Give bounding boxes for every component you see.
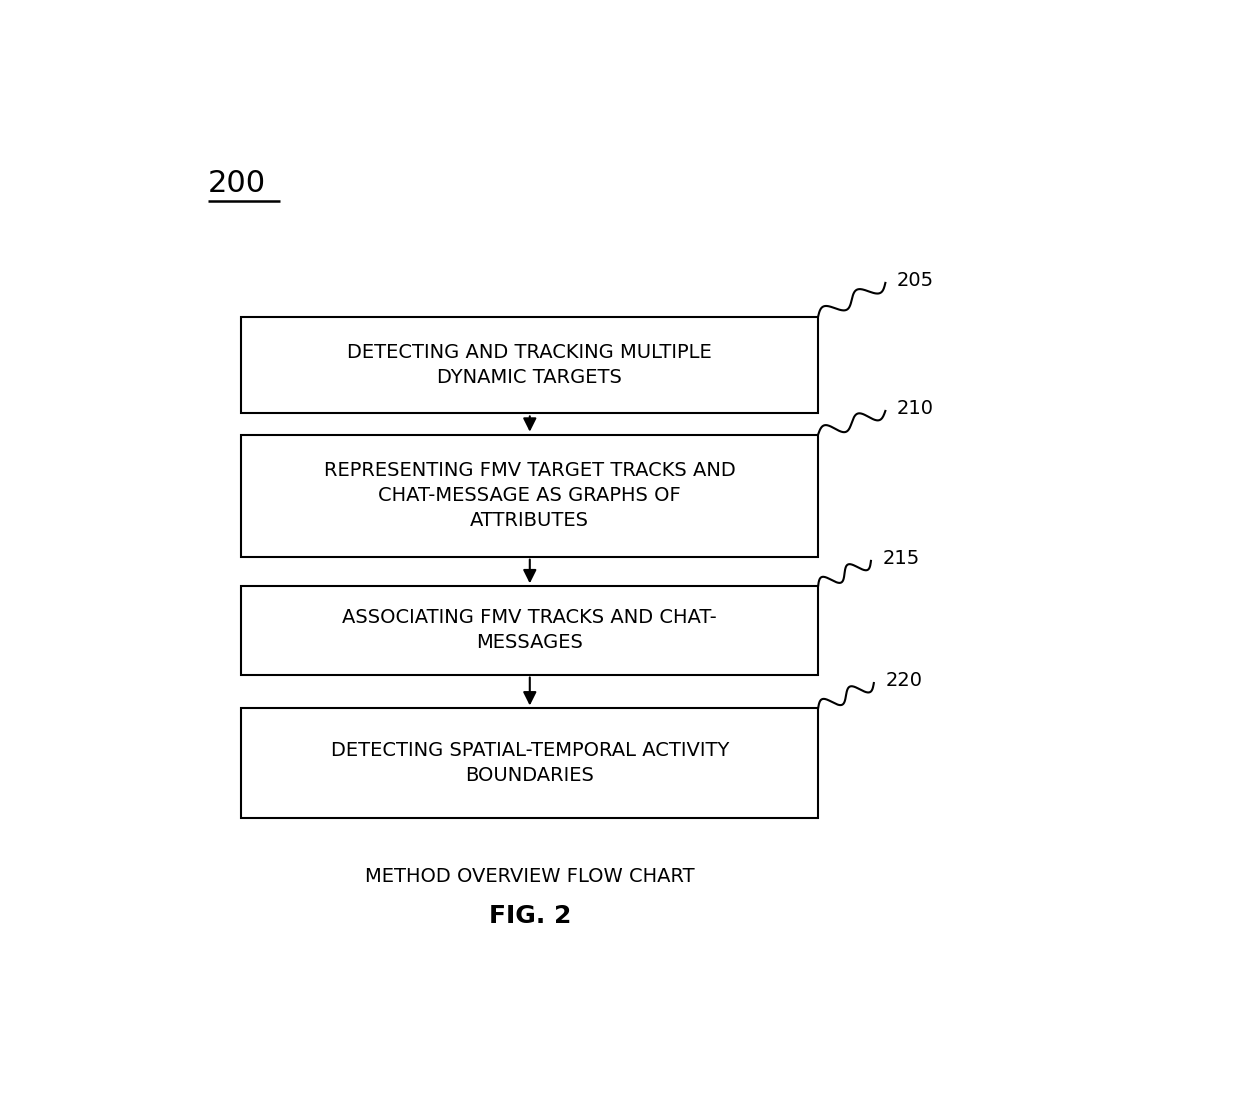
Text: 220: 220 — [885, 671, 923, 690]
Text: 210: 210 — [897, 399, 934, 418]
Text: 200: 200 — [208, 170, 267, 198]
Bar — [242, 708, 818, 818]
Bar — [242, 586, 818, 675]
Text: METHOD OVERVIEW FLOW CHART: METHOD OVERVIEW FLOW CHART — [365, 868, 694, 886]
Bar — [242, 316, 818, 414]
Text: DETECTING SPATIAL-TEMPORAL ACTIVITY
BOUNDARIES: DETECTING SPATIAL-TEMPORAL ACTIVITY BOUN… — [331, 741, 729, 785]
Text: ASSOCIATING FMV TRACKS AND CHAT-
MESSAGES: ASSOCIATING FMV TRACKS AND CHAT- MESSAGE… — [342, 608, 717, 652]
Text: REPRESENTING FMV TARGET TRACKS AND
CHAT-MESSAGE AS GRAPHS OF
ATTRIBUTES: REPRESENTING FMV TARGET TRACKS AND CHAT-… — [324, 461, 735, 531]
Text: 205: 205 — [897, 271, 934, 290]
Bar — [242, 434, 818, 557]
Text: FIG. 2: FIG. 2 — [489, 905, 570, 929]
Text: DETECTING AND TRACKING MULTIPLE
DYNAMIC TARGETS: DETECTING AND TRACKING MULTIPLE DYNAMIC … — [347, 344, 712, 387]
Text: 215: 215 — [883, 549, 920, 568]
